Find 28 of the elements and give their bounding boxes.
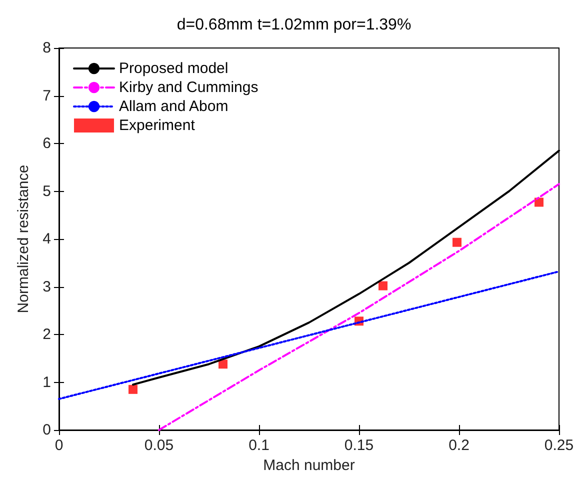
x-axis-title: Mach number [263, 456, 355, 474]
x-tick-label: 0 [54, 437, 64, 454]
y-tick-label: 6 [42, 135, 51, 152]
y-tick-label: 8 [42, 40, 51, 56]
x-tick-label: 0.2 [448, 437, 470, 454]
y-tick-label: 4 [42, 230, 51, 248]
point [378, 281, 388, 290]
legend-label: Proposed model [119, 60, 228, 77]
y-tick-label: 3 [42, 278, 51, 296]
y-tick-label: 7 [42, 87, 51, 104]
y-tick-label: 0 [42, 422, 51, 438]
point [452, 238, 462, 247]
chart-title: d=0.68mm t=1.02mm por=1.39% [176, 16, 412, 34]
y-axis-title: Normalized resistance [15, 164, 32, 314]
legend-label: Experiment [119, 117, 196, 134]
point [534, 198, 544, 207]
legend-label: Kirby and Cummings [119, 79, 258, 96]
line-series [158, 183, 560, 431]
x-tick-label: 0.1 [248, 437, 270, 454]
y-tick-label: 2 [42, 326, 51, 343]
y-tick-label: 1 [42, 374, 51, 391]
x-tick-label: 0.25 [544, 437, 574, 454]
legend-label: Allam and Abom [119, 98, 228, 115]
point [218, 360, 228, 369]
x-tick-label: 0.15 [344, 437, 374, 454]
y-tick-label: 5 [42, 182, 51, 200]
point [128, 384, 138, 394]
x-tick-label: 0.05 [144, 437, 174, 454]
